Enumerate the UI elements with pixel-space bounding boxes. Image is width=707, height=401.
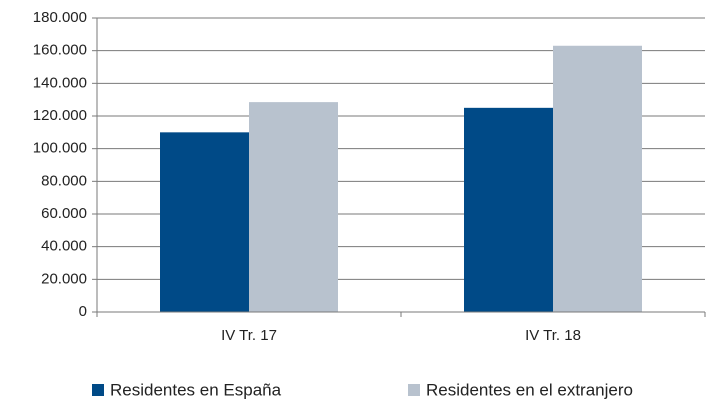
y-tick-label: 80.000 — [41, 172, 87, 189]
y-tick-label: 60.000 — [41, 205, 87, 222]
x-tick-label: IV Tr. 17 — [221, 327, 277, 344]
y-tick-label: 100.000 — [33, 140, 87, 157]
legend-label: Residentes en el extranjero — [426, 380, 633, 399]
y-tick-label: 180.000 — [33, 9, 87, 26]
bar — [249, 102, 338, 312]
y-tick-label: 160.000 — [33, 42, 87, 59]
x-tick-label: IV Tr. 18 — [525, 327, 581, 344]
bar — [553, 45, 642, 313]
y-tick-label: 40.000 — [41, 238, 87, 255]
y-tick-label: 140.000 — [33, 74, 87, 91]
y-tick-label: 20.000 — [41, 270, 87, 287]
bar — [464, 107, 553, 312]
legend-label: Residentes en España — [110, 380, 282, 399]
legend-swatch — [92, 384, 104, 396]
bar — [160, 132, 249, 312]
y-tick-label: 120.000 — [33, 107, 87, 124]
legend-swatch — [408, 384, 420, 396]
y-tick-label: 0 — [79, 303, 87, 320]
